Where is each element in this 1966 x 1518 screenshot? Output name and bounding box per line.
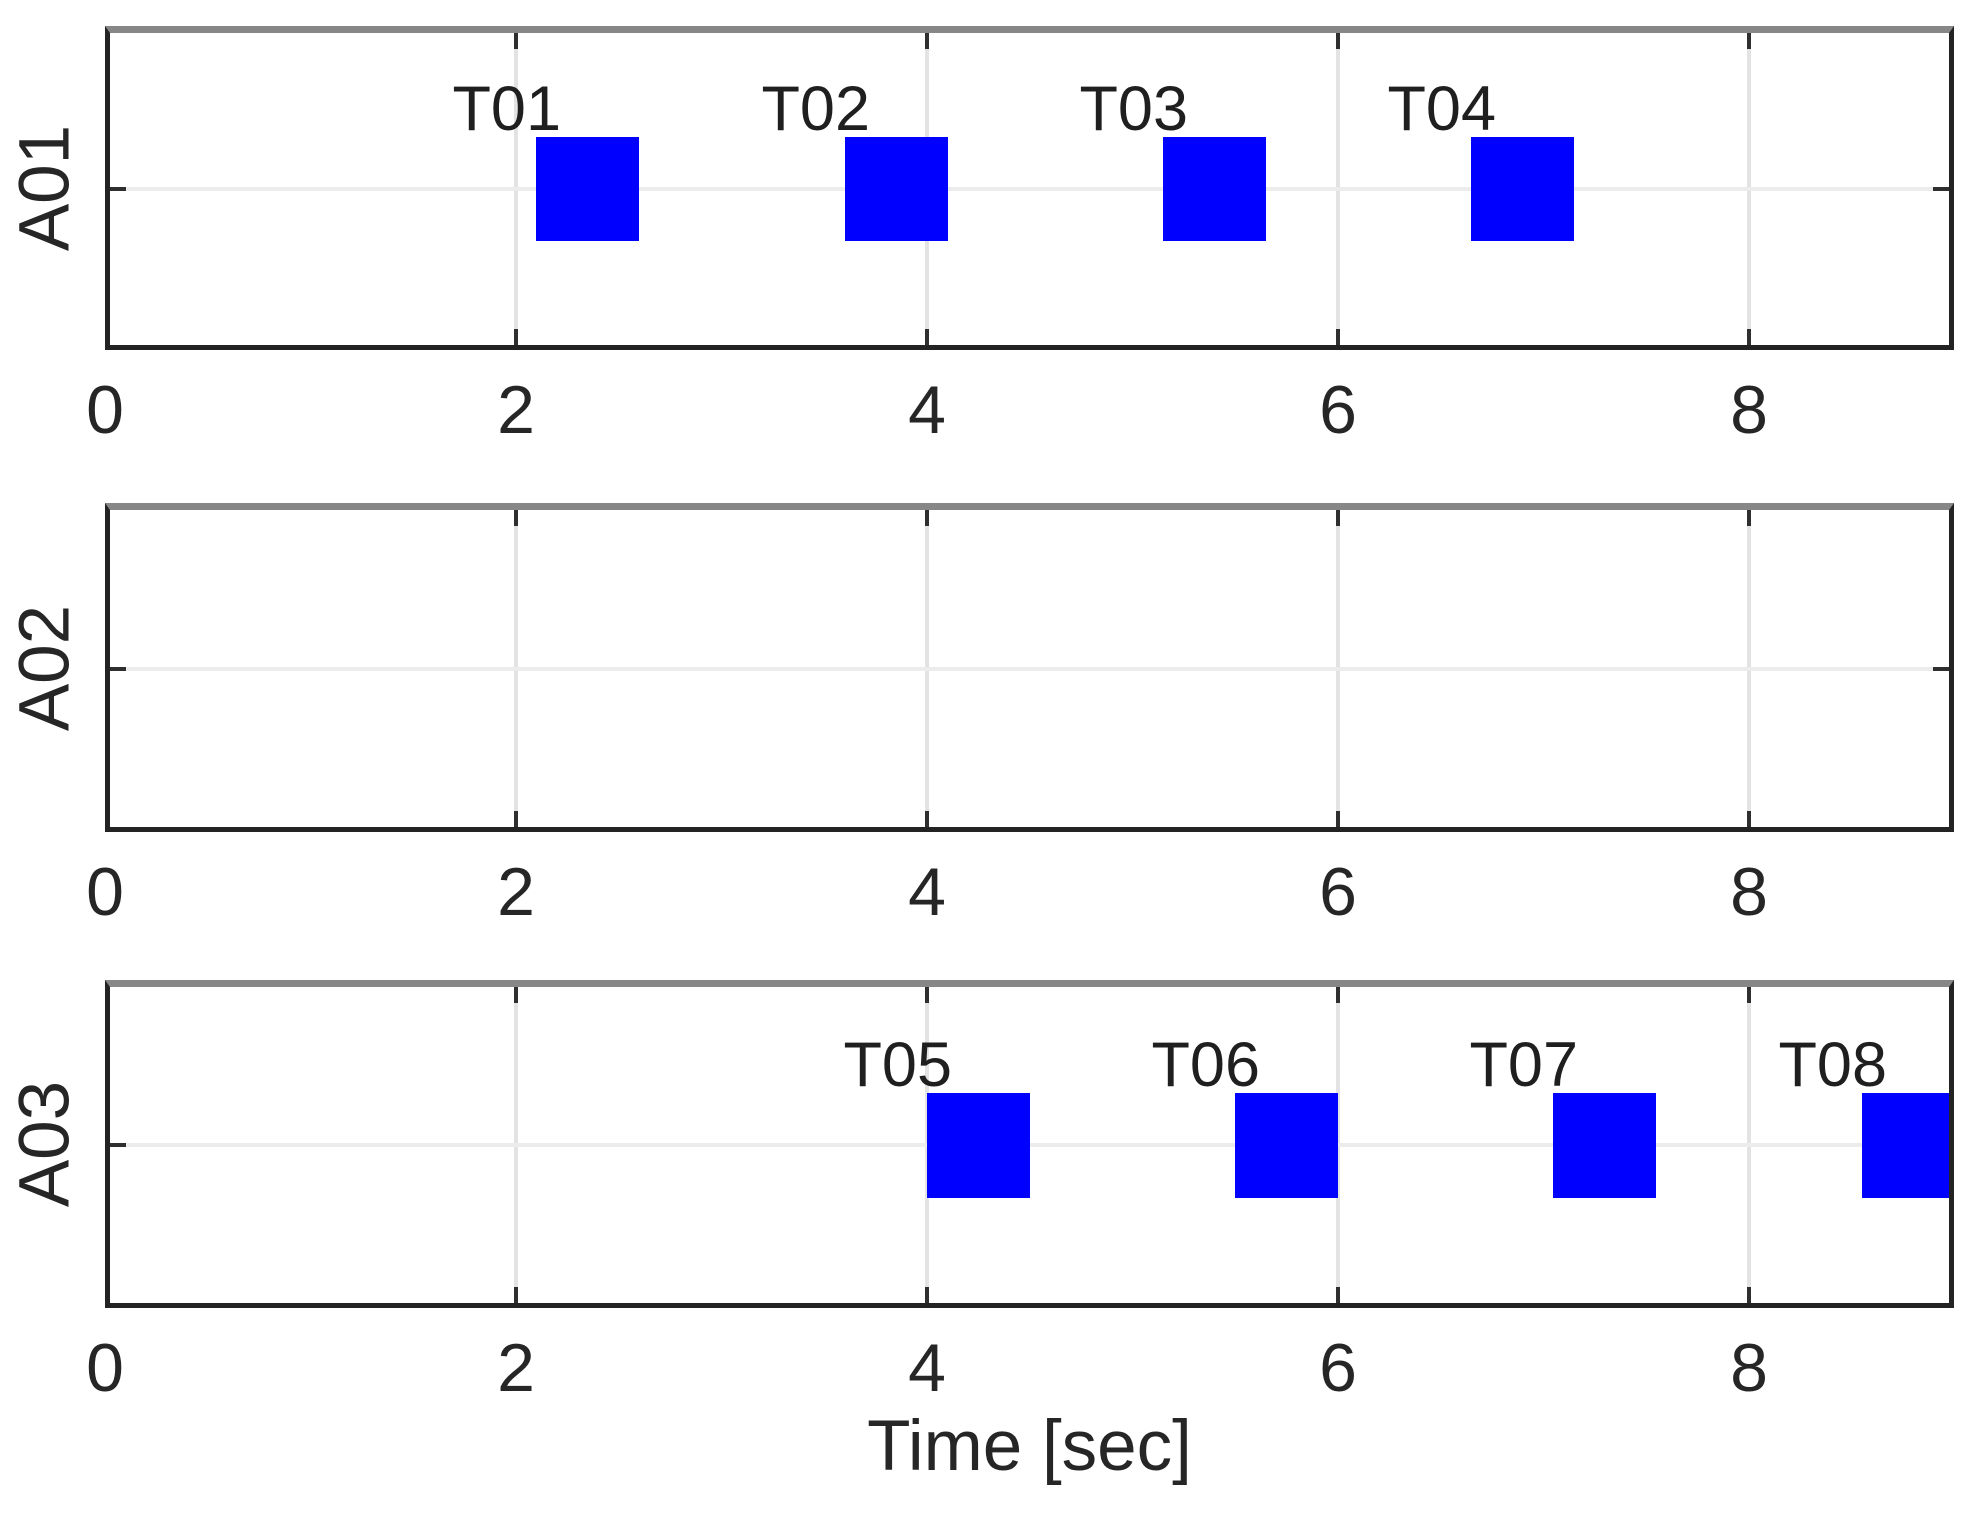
task-marker — [1862, 1093, 1949, 1198]
x-tick-mark-top — [1336, 987, 1340, 1003]
x-tick-mark-bottom — [514, 811, 518, 827]
task-marker — [1235, 1093, 1338, 1198]
x-tick-mark-top — [925, 987, 929, 1003]
task-marker — [1553, 1093, 1656, 1198]
x-axis-title: Time [sec] — [867, 1407, 1192, 1486]
x-tick-mark-top — [1336, 510, 1340, 526]
x-tick-label: 0 — [86, 1330, 124, 1406]
task-marker — [845, 137, 948, 241]
x-tick-mark-bottom — [1336, 1287, 1340, 1303]
x-tick-mark-top — [1747, 987, 1751, 1003]
subplot-A03: T05 T06 T07 T08 — [105, 980, 1954, 1308]
task-label: T04 — [1387, 74, 1496, 144]
y-axis-label: A01 — [5, 124, 85, 252]
x-tick-mark-bottom — [1747, 329, 1751, 345]
x-tick-label: 6 — [1319, 372, 1357, 448]
task-label: T05 — [843, 1030, 952, 1100]
x-tick-label: 2 — [497, 854, 535, 930]
task-marker — [1471, 137, 1574, 241]
x-tick-label: 6 — [1319, 854, 1357, 930]
subplot-A02 — [105, 503, 1954, 832]
y-axis-label: A02 — [5, 604, 85, 732]
x-tick-label: 4 — [908, 372, 946, 448]
x-tick-mark-bottom — [1336, 329, 1340, 345]
x-tick-label: 2 — [497, 372, 535, 448]
task-label: T06 — [1151, 1030, 1260, 1100]
x-tick-mark-top — [514, 987, 518, 1003]
x-tick-mark-bottom — [514, 329, 518, 345]
x-tick-mark-bottom — [1747, 1287, 1751, 1303]
x-tick-labels: 0 2 4 6 8 — [86, 854, 1954, 930]
x-tick-mark-bottom — [514, 1287, 518, 1303]
x-tick-label: 8 — [1730, 372, 1768, 448]
x-tick-labels: 0 2 4 6 8 — [86, 372, 1954, 448]
x-tick-labels: 0 2 4 6 8 — [86, 1330, 1954, 1406]
x-tick-mark-top — [1747, 33, 1751, 49]
y-tick-mark-right — [1933, 187, 1949, 191]
x-tick-label: 2 — [497, 1330, 535, 1406]
x-tick-label: 6 — [1319, 1330, 1357, 1406]
x-tick-mark-top — [925, 510, 929, 526]
x-tick-mark-bottom — [1747, 811, 1751, 827]
task-label: T03 — [1079, 74, 1188, 144]
x-tick-label: 4 — [908, 1330, 946, 1406]
y-tick-mark-left — [110, 187, 126, 191]
x-tick-mark-top — [514, 33, 518, 49]
task-label: T01 — [452, 74, 561, 144]
task-label: T08 — [1778, 1030, 1887, 1100]
x-tick-label: 0 — [86, 854, 124, 930]
x-tick-mark-bottom — [1336, 811, 1340, 827]
task-label: T07 — [1469, 1030, 1578, 1100]
task-marker — [536, 137, 639, 241]
y-axis-label: A03 — [5, 1080, 85, 1208]
horizontal-gridline — [110, 667, 1949, 671]
x-tick-mark-top — [1336, 33, 1340, 49]
horizontal-gridline — [110, 187, 1949, 191]
y-tick-mark-left — [110, 667, 126, 671]
task-marker — [927, 1093, 1030, 1198]
y-tick-mark-left — [110, 1143, 126, 1147]
task-label: T02 — [761, 74, 870, 144]
x-tick-mark-bottom — [925, 329, 929, 345]
x-tick-mark-top — [514, 510, 518, 526]
x-tick-label: 8 — [1730, 854, 1768, 930]
x-tick-label: 8 — [1730, 1330, 1768, 1406]
y-tick-mark-right — [1933, 667, 1949, 671]
x-tick-label: 0 — [86, 372, 124, 448]
x-tick-mark-bottom — [925, 1287, 929, 1303]
task-marker — [1163, 137, 1266, 241]
x-tick-label: 4 — [908, 854, 946, 930]
subplot-A01: T01 T02 T03 T04 — [105, 26, 1954, 350]
x-tick-mark-top — [1747, 510, 1751, 526]
x-tick-mark-bottom — [925, 811, 929, 827]
x-tick-mark-top — [925, 33, 929, 49]
